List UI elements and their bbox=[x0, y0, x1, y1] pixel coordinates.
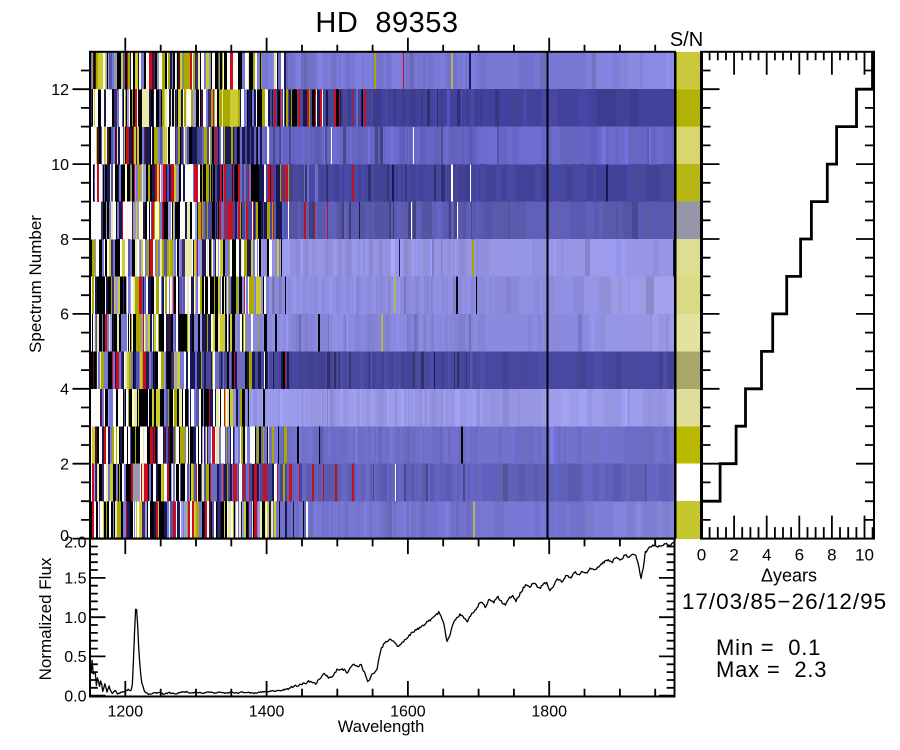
svg-text:Spectrum Number: Spectrum Number bbox=[26, 215, 45, 353]
svg-text:Min = 0.1: Min = 0.1 bbox=[716, 635, 821, 660]
svg-text:0: 0 bbox=[60, 528, 69, 545]
svg-text:2: 2 bbox=[60, 457, 69, 474]
svg-text:8: 8 bbox=[60, 232, 69, 249]
svg-text:0.0: 0.0 bbox=[64, 689, 86, 706]
svg-text:10: 10 bbox=[855, 546, 874, 565]
svg-text:Normalized Flux: Normalized Flux bbox=[36, 557, 55, 680]
svg-text:HD 89353: HD 89353 bbox=[315, 7, 458, 39]
svg-text:Δyears: Δyears bbox=[761, 566, 817, 586]
svg-text:8: 8 bbox=[827, 546, 836, 565]
svg-text:2: 2 bbox=[729, 546, 738, 565]
svg-text:Wavelength: Wavelength bbox=[338, 718, 425, 736]
svg-text:17/03/85−26/12/95: 17/03/85−26/12/95 bbox=[682, 589, 887, 614]
svg-text:Max = 2.3: Max = 2.3 bbox=[716, 657, 827, 682]
svg-text:1800: 1800 bbox=[531, 704, 567, 721]
svg-text:10: 10 bbox=[51, 157, 69, 174]
svg-text:0: 0 bbox=[697, 546, 706, 565]
svg-text:4: 4 bbox=[60, 382, 69, 399]
svg-text:6: 6 bbox=[60, 307, 69, 324]
svg-text:1.5: 1.5 bbox=[64, 571, 86, 588]
svg-text:2.0: 2.0 bbox=[64, 534, 86, 551]
svg-text:1200: 1200 bbox=[108, 704, 144, 721]
svg-text:1600: 1600 bbox=[390, 704, 426, 721]
svg-text:S/N: S/N bbox=[670, 29, 703, 51]
svg-text:4: 4 bbox=[762, 546, 771, 565]
svg-text:12: 12 bbox=[51, 82, 69, 99]
svg-text:1.0: 1.0 bbox=[64, 610, 86, 627]
svg-text:1400: 1400 bbox=[249, 704, 285, 721]
svg-text:0.5: 0.5 bbox=[64, 649, 86, 666]
svg-text:6: 6 bbox=[795, 546, 804, 565]
